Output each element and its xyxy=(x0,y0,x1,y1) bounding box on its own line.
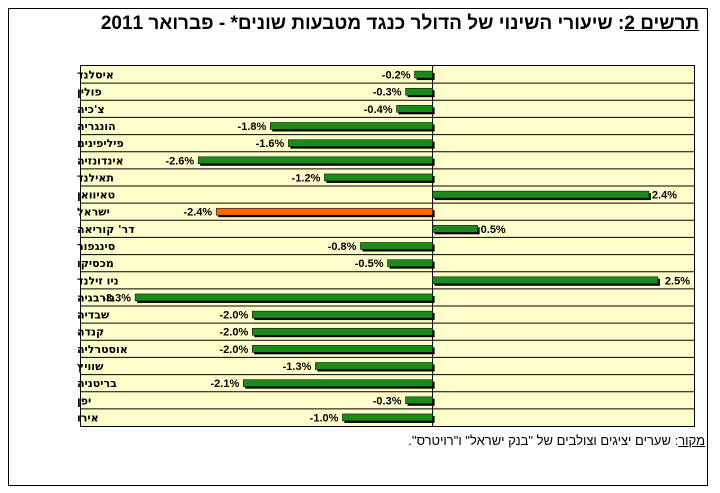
value-label: 2.4% xyxy=(652,190,677,202)
value-label: -0.3% xyxy=(373,395,402,407)
category-label: שבדיה xyxy=(77,309,110,322)
value-label: -0.2% xyxy=(382,70,411,82)
category-label: סינגפור xyxy=(77,240,115,253)
category-label: יפן xyxy=(77,394,91,407)
source-note-text: : שערים יציגים וצולבים של "בנק ישראל" ו"… xyxy=(408,433,679,448)
value-label: -2.0% xyxy=(220,310,249,322)
category-label: אירו xyxy=(77,411,99,424)
chart-title: תרשים 2: שיעורי השינוי של הדולר כנגד מטב… xyxy=(100,12,700,36)
category-label: איסלנד xyxy=(77,69,114,82)
bar xyxy=(432,190,650,199)
value-label: -1.2% xyxy=(292,172,321,184)
bar xyxy=(342,413,433,422)
bar xyxy=(405,396,433,405)
category-label: שוויץ xyxy=(77,360,104,373)
bar xyxy=(360,242,433,250)
value-label: -2.1% xyxy=(211,378,240,390)
category-label: תאילנד xyxy=(77,171,114,184)
chart-title-prefix: תרשים 2 xyxy=(624,13,700,34)
bar xyxy=(252,310,433,319)
value-label: -2.4% xyxy=(183,207,212,219)
bar xyxy=(387,259,433,267)
category-label: ישראל xyxy=(77,206,110,219)
category-label: נורבגיה xyxy=(77,291,115,304)
category-label: דר' קוריאה xyxy=(77,223,135,236)
bar xyxy=(432,225,478,233)
category-label: בריטניה xyxy=(77,377,117,390)
value-label: -1.6% xyxy=(256,138,285,150)
value-label: -1.3% xyxy=(283,361,312,373)
bar xyxy=(270,122,433,130)
bar xyxy=(414,70,433,79)
value-label: -1.0% xyxy=(310,412,339,424)
value-label: -0.5% xyxy=(355,258,384,270)
value-label: -2.0% xyxy=(220,344,249,356)
category-label: הונגריה xyxy=(77,120,116,133)
value-label: -2.6% xyxy=(165,155,194,167)
bar xyxy=(324,173,433,182)
value-label: -1.8% xyxy=(238,121,267,133)
bar xyxy=(134,293,433,302)
source-note: מקור: שערים יציגים וצולבים של "בנק ישראל… xyxy=(300,433,705,448)
category-label: מכסיקו xyxy=(77,257,114,270)
value-label: -0.8% xyxy=(328,241,357,253)
bar xyxy=(197,156,433,165)
bar-highlight xyxy=(215,207,433,216)
value-label: -0.4% xyxy=(364,104,393,116)
category-label: צ'כיה xyxy=(77,103,105,116)
value-label: -2.0% xyxy=(220,327,249,339)
category-label: אוסטרליה xyxy=(77,343,128,356)
bar xyxy=(315,362,433,370)
chart-title-text: : שיעורי השינוי של הדולר כנגד מטבעות שונ… xyxy=(100,13,625,34)
value-label: 0.5% xyxy=(481,224,506,236)
bar xyxy=(288,139,433,147)
category-label: אינדונזיה xyxy=(77,154,124,167)
bar xyxy=(396,105,433,113)
category-label: פיליפינים xyxy=(77,137,124,150)
source-note-prefix: מקור xyxy=(678,433,705,448)
bar xyxy=(405,87,433,96)
category-label: טאיוואן xyxy=(77,189,115,202)
bar xyxy=(432,276,659,285)
value-label: 2.5% xyxy=(665,275,690,287)
category-label: קנדה xyxy=(77,326,104,339)
bar xyxy=(252,327,433,336)
value-label: -3.3% xyxy=(102,292,131,304)
bar xyxy=(252,345,433,353)
category-label: פולין xyxy=(77,86,102,99)
category-label: ניו זילנד xyxy=(77,274,119,287)
bar xyxy=(243,379,433,387)
value-label: -0.3% xyxy=(373,87,402,99)
